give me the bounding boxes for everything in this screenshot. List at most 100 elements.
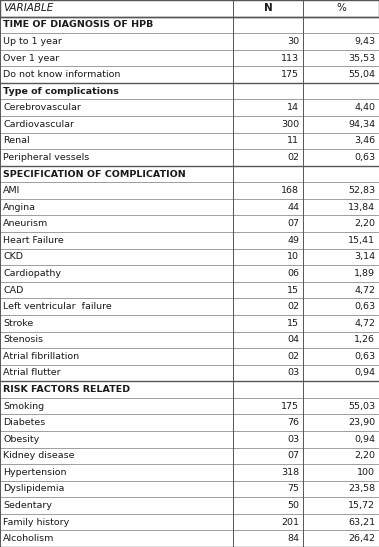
Text: 113: 113 (281, 54, 299, 62)
Text: 35,53: 35,53 (348, 54, 375, 62)
Text: 49: 49 (287, 236, 299, 245)
Text: Kidney disease: Kidney disease (3, 451, 75, 461)
Bar (0, 182, 379, 199)
Bar (0, 16, 379, 33)
Text: 44: 44 (287, 203, 299, 212)
Text: Atrial flutter: Atrial flutter (3, 369, 61, 377)
Text: Alcoholism: Alcoholism (3, 534, 55, 543)
Bar (0, 447, 379, 464)
Text: 55,03: 55,03 (348, 401, 375, 411)
Text: 06: 06 (287, 269, 299, 278)
Text: 0,63: 0,63 (354, 153, 375, 162)
Bar (0, 166, 379, 182)
Bar (0, 497, 379, 514)
Bar (0, 100, 379, 116)
Bar (0, 481, 379, 497)
Text: Cerebrovascular: Cerebrovascular (3, 103, 81, 112)
Text: Diabetes: Diabetes (3, 418, 45, 427)
Bar (0, 116, 379, 132)
Text: 03: 03 (287, 369, 299, 377)
Text: Heart Failure: Heart Failure (3, 236, 64, 245)
Text: CAD: CAD (3, 286, 23, 295)
Text: Type of complications: Type of complications (3, 86, 119, 96)
Text: Smoking: Smoking (3, 401, 44, 411)
Text: 10: 10 (287, 252, 299, 261)
Bar (0, 66, 379, 83)
Text: 4,72: 4,72 (354, 286, 375, 295)
Text: 0,63: 0,63 (354, 352, 375, 361)
Text: Left ventricular  failure: Left ventricular failure (3, 302, 112, 311)
Text: 30: 30 (287, 37, 299, 46)
Bar (0, 50, 379, 66)
Text: Sedentary: Sedentary (3, 501, 52, 510)
Text: Stroke: Stroke (3, 319, 33, 328)
Text: 11: 11 (287, 136, 299, 146)
Bar (0, 514, 379, 531)
Text: 1,26: 1,26 (354, 335, 375, 344)
Text: %: % (336, 3, 346, 13)
Text: 02: 02 (287, 153, 299, 162)
Bar (0, 265, 379, 282)
Bar (0, 0, 379, 16)
Bar (0, 398, 379, 415)
Bar (0, 365, 379, 381)
Text: RISK FACTORS RELATED: RISK FACTORS RELATED (3, 385, 130, 394)
Text: 201: 201 (282, 517, 299, 527)
Text: 84: 84 (287, 534, 299, 543)
Text: Up to 1 year: Up to 1 year (3, 37, 62, 46)
Text: Peripheral vessels: Peripheral vessels (3, 153, 89, 162)
Bar (0, 298, 379, 315)
Text: Cardiopathy: Cardiopathy (3, 269, 61, 278)
Text: 2,20: 2,20 (354, 219, 375, 228)
Text: Renal: Renal (3, 136, 30, 146)
Text: TIME OF DIAGNOSIS OF HPB: TIME OF DIAGNOSIS OF HPB (3, 20, 153, 30)
Text: N: N (264, 3, 273, 13)
Text: 168: 168 (282, 186, 299, 195)
Bar (0, 415, 379, 431)
Text: Atrial fibrillation: Atrial fibrillation (3, 352, 79, 361)
Text: 13,84: 13,84 (348, 203, 375, 212)
Bar (0, 531, 379, 547)
Text: 300: 300 (281, 120, 299, 129)
Bar (0, 315, 379, 331)
Bar (0, 232, 379, 249)
Text: 55,04: 55,04 (348, 70, 375, 79)
Text: 52,83: 52,83 (348, 186, 375, 195)
Text: 15: 15 (287, 319, 299, 328)
Text: 4,72: 4,72 (354, 319, 375, 328)
Text: 14: 14 (287, 103, 299, 112)
Text: 02: 02 (287, 352, 299, 361)
Bar (0, 282, 379, 298)
Text: Dyslipidemia: Dyslipidemia (3, 485, 64, 493)
Text: 0,94: 0,94 (354, 435, 375, 444)
Text: 94,34: 94,34 (348, 120, 375, 129)
Text: Aneurism: Aneurism (3, 219, 48, 228)
Text: CKD: CKD (3, 252, 23, 261)
Text: 3,46: 3,46 (354, 136, 375, 146)
Bar (0, 132, 379, 149)
Text: 23,58: 23,58 (348, 485, 375, 493)
Bar (0, 249, 379, 265)
Bar (0, 381, 379, 398)
Text: 100: 100 (357, 468, 375, 477)
Text: 3,14: 3,14 (354, 252, 375, 261)
Text: 318: 318 (281, 468, 299, 477)
Text: Stenosis: Stenosis (3, 335, 43, 344)
Bar (0, 431, 379, 447)
Text: 50: 50 (287, 501, 299, 510)
Text: 63,21: 63,21 (348, 517, 375, 527)
Text: 07: 07 (287, 451, 299, 461)
Text: 07: 07 (287, 219, 299, 228)
Text: VARIABLE: VARIABLE (3, 3, 53, 13)
Text: 15,72: 15,72 (348, 501, 375, 510)
Text: 15: 15 (287, 286, 299, 295)
Text: Obesity: Obesity (3, 435, 39, 444)
Text: 75: 75 (287, 485, 299, 493)
Text: 175: 175 (282, 70, 299, 79)
Text: 175: 175 (282, 401, 299, 411)
Text: 02: 02 (287, 302, 299, 311)
Bar (0, 33, 379, 50)
Bar (0, 331, 379, 348)
Bar (0, 464, 379, 481)
Text: 1,89: 1,89 (354, 269, 375, 278)
